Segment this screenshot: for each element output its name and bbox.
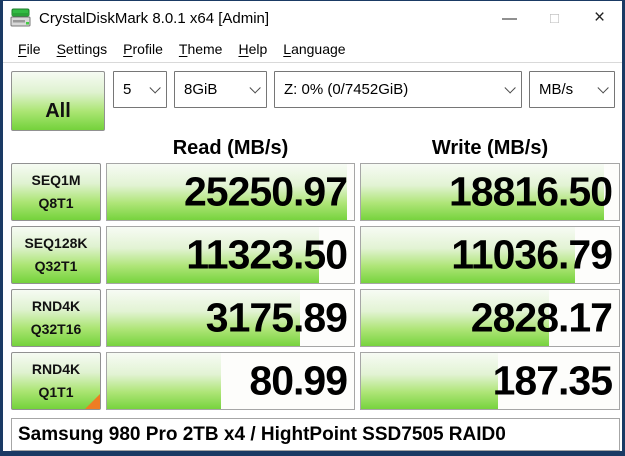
minimize-button[interactable]: —: [502, 9, 517, 27]
target-drive-select[interactable]: Z: 0% (0/7452GiB): [274, 71, 522, 108]
results-grid: SEQ1M Q8T1 25250.97 18816.50 SEQ128K Q32…: [11, 163, 620, 410]
read-bar-fill: [107, 227, 320, 283]
menu-settings[interactable]: Settings: [56, 40, 108, 57]
chevron-down-icon: [504, 81, 516, 94]
test-count-select[interactable]: 5: [113, 71, 167, 108]
main-content: All 5 8GiB Z: 0% (0/7452GiB) MB/s: [3, 63, 622, 451]
test-count-value: 5: [123, 81, 132, 98]
chevron-down-icon: [149, 81, 161, 94]
write-value: 187.35: [492, 357, 613, 404]
write-bar-fill: [361, 353, 498, 409]
write-result-rnd4k-q32t16: 2828.17: [360, 289, 620, 347]
menu-file[interactable]: File: [18, 40, 41, 57]
test-size-select[interactable]: 8GiB: [174, 71, 267, 108]
write-column-header: Write (MB/s): [431, 136, 549, 159]
write-bar-fill: [361, 164, 604, 220]
menu-language[interactable]: Language: [283, 40, 346, 57]
write-value: 2828.17: [470, 294, 613, 341]
read-value: 25250.97: [183, 168, 348, 215]
read-value: 80.99: [249, 357, 348, 404]
test-button-rnd4k-q1t1[interactable]: RND4K Q1T1: [11, 352, 101, 410]
test-button-seq1m-q8t1[interactable]: SEQ1M Q8T1: [11, 163, 101, 221]
chevron-down-icon: [249, 81, 261, 94]
column-headers: Read (MB/s) Write (MB/s): [11, 133, 615, 163]
read-result-rnd4k-q1t1: 80.99: [106, 352, 355, 410]
run-all-button[interactable]: All: [11, 71, 105, 131]
chevron-down-icon: [597, 81, 609, 94]
read-value: 3175.89: [205, 294, 348, 341]
menu-theme[interactable]: Theme: [178, 40, 223, 57]
write-bar-fill: [361, 227, 576, 283]
maximize-button[interactable]: □: [549, 9, 560, 27]
unit-select[interactable]: MB/s: [529, 71, 615, 108]
write-result-rnd4k-q1t1: 187.35: [360, 352, 620, 410]
menu-help[interactable]: Help: [238, 40, 268, 57]
mix-corner-triangle-icon: [85, 394, 100, 409]
read-bar-fill: [107, 164, 347, 220]
test-button-rnd4k-q32t16[interactable]: RND4K Q32T16: [11, 289, 101, 347]
read-column-header: Read (MB/s): [172, 136, 289, 159]
comment-field[interactable]: Samsung 980 Pro 2TB x4 / HightPoint SSD7…: [11, 418, 620, 451]
menu-profile[interactable]: Profile: [123, 40, 163, 57]
title-bar: CrystalDiskMark 8.0.1 x64 [Admin] — □ ×: [3, 1, 622, 35]
read-result-seq1m-q8t1: 25250.97: [106, 163, 355, 221]
controls-row: All 5 8GiB Z: 0% (0/7452GiB) MB/s: [11, 71, 615, 131]
write-value: 18816.50: [448, 168, 613, 215]
write-result-seq1m-q8t1: 18816.50: [360, 163, 620, 221]
write-bar-fill: [361, 290, 550, 346]
write-value: 11036.79: [451, 231, 613, 278]
test-button-seq128k-q32t1[interactable]: SEQ128K Q32T1: [11, 226, 101, 284]
read-result-seq128k-q32t1: 11323.50: [106, 226, 355, 284]
read-result-rnd4k-q32t16: 3175.89: [106, 289, 355, 347]
combo-group: 5 8GiB Z: 0% (0/7452GiB) MB/s: [113, 71, 615, 108]
app-disk-drive-icon: [10, 8, 31, 27]
menu-bar: File Settings Profile Theme Help Languag…: [3, 35, 622, 63]
window-controls: — □ ×: [487, 1, 622, 35]
test-size-value: 8GiB: [184, 81, 218, 98]
read-bar-fill: [107, 353, 221, 409]
close-button[interactable]: ×: [593, 7, 606, 28]
unit-value: MB/s: [539, 81, 574, 98]
read-bar-fill: [107, 290, 300, 346]
target-drive-value: Z: 0% (0/7452GiB): [284, 81, 409, 98]
window-title: CrystalDiskMark 8.0.1 x64 [Admin]: [39, 9, 270, 27]
write-result-seq128k-q32t1: 11036.79: [360, 226, 620, 284]
read-value: 11323.50: [186, 231, 348, 278]
